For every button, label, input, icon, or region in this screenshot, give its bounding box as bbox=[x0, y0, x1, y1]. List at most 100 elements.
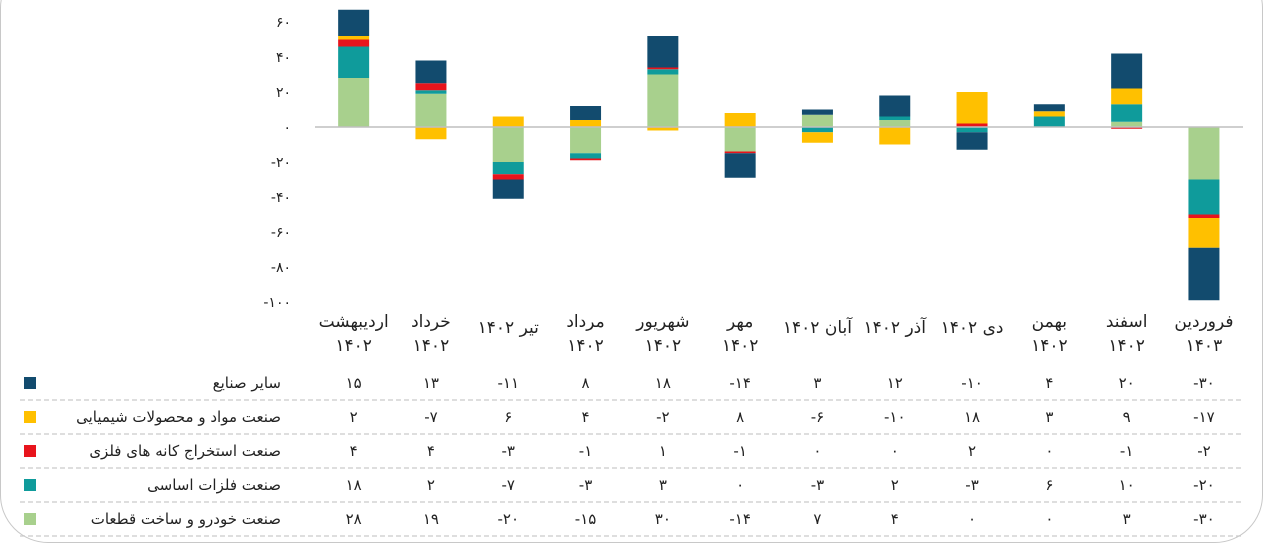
bar-segment bbox=[724, 127, 756, 152]
data-label: ۲ bbox=[350, 408, 358, 426]
y-tick-label: ۲۰ bbox=[276, 85, 291, 101]
bar-segment bbox=[801, 127, 833, 133]
data-label: -۲ bbox=[1197, 442, 1210, 460]
bar-segment bbox=[724, 151, 756, 154]
data-label: -۷ bbox=[424, 408, 437, 426]
y-tick-label: -۴۰ bbox=[271, 190, 291, 206]
bar-segment bbox=[492, 116, 524, 127]
category-label: مهر ۱۴۰۲ bbox=[722, 312, 759, 356]
legend-swatch bbox=[24, 377, 36, 389]
legend-swatch bbox=[24, 411, 36, 423]
data-label: ۴ bbox=[427, 442, 435, 460]
data-label: ۰ bbox=[813, 442, 821, 460]
data-label: ۳ bbox=[813, 374, 821, 392]
bar-segment bbox=[956, 92, 988, 124]
bar-segment bbox=[801, 132, 833, 143]
bar-segment bbox=[1188, 247, 1220, 301]
category-label: اسفند ۱۴۰۲ bbox=[1106, 312, 1148, 356]
legend-swatch bbox=[24, 445, 36, 457]
y-tick-label: -۸۰ bbox=[271, 260, 291, 276]
data-label: -۳ bbox=[965, 476, 978, 494]
data-label: ۶ bbox=[1045, 476, 1053, 494]
data-label: ۶ bbox=[504, 408, 512, 426]
bar-segment bbox=[647, 36, 679, 68]
data-label: ۱۸ bbox=[346, 476, 362, 494]
data-label: -۳۰ bbox=[1193, 510, 1215, 528]
bar-segment bbox=[1188, 218, 1220, 248]
data-label: ۳ bbox=[1045, 408, 1053, 426]
data-label: -۳ bbox=[579, 476, 592, 494]
data-label: -۱ bbox=[1120, 442, 1133, 460]
category-label: تیر ۱۴۰۲ bbox=[478, 318, 539, 338]
bar-segment bbox=[1033, 111, 1065, 117]
data-label: -۳ bbox=[811, 476, 824, 494]
y-axis: ۶۰ ۴۰ ۲۰ ۰ -۲۰ -۴۰ -۶۰ -۸۰ -۱۰۰ bbox=[263, 15, 291, 311]
bars bbox=[338, 9, 1220, 301]
bar-segment bbox=[879, 127, 911, 145]
bar-segment bbox=[1033, 116, 1065, 127]
data-label: -۱۱ bbox=[497, 374, 519, 392]
data-label: ۰ bbox=[968, 510, 976, 528]
category-label: دی ۱۴۰۲ bbox=[941, 318, 1004, 338]
bar-segment bbox=[492, 174, 524, 180]
data-label: -۱ bbox=[733, 442, 746, 460]
data-label: ۲۸ bbox=[346, 510, 362, 528]
legend-label: صنعت فلزات اساسی bbox=[147, 476, 281, 494]
legend-label: صنعت مواد و محصولات شیمیایی bbox=[76, 408, 281, 426]
data-label: ۸ bbox=[582, 374, 590, 392]
bar-segment bbox=[415, 90, 447, 94]
y-tick-label: ۰ bbox=[283, 120, 291, 136]
data-label: -۱۰ bbox=[961, 374, 983, 392]
bar-segment bbox=[647, 74, 679, 127]
bar-segment bbox=[1033, 104, 1065, 112]
bar-segment bbox=[956, 127, 988, 133]
data-table: سایر صنایع ۱۵ ۱۳ -۱۱ ۸ ۱۸ -۱۴ ۳ ۱۲ -۱۰ ۴ ۲۰ -۳۰صنعت … bbox=[20, 374, 1243, 537]
bar-segment bbox=[492, 179, 524, 199]
category-label: اردیبهشت ۱۴۰۲ bbox=[319, 312, 389, 356]
data-label: ۴ bbox=[1045, 374, 1053, 392]
data-label: ۲ bbox=[968, 442, 976, 460]
legend-swatch bbox=[24, 479, 36, 491]
data-label: ۳۰ bbox=[655, 510, 671, 528]
data-label: ۲ bbox=[891, 476, 899, 494]
bar-segment bbox=[570, 120, 602, 127]
data-label: ۴ bbox=[891, 510, 899, 528]
data-label: ۱۲ bbox=[887, 374, 903, 392]
data-label: -۲۰ bbox=[1193, 476, 1215, 494]
legend-swatch bbox=[24, 513, 36, 525]
bar-segment bbox=[801, 109, 833, 115]
data-label: -۷ bbox=[502, 476, 515, 494]
category-label: شهریور ۱۴۰۲ bbox=[635, 312, 689, 356]
data-label: ۱ bbox=[659, 442, 667, 460]
data-label: ۱۸ bbox=[655, 374, 671, 392]
data-label: ۳ bbox=[659, 476, 667, 494]
data-label: -۶ bbox=[811, 408, 824, 426]
bar-segment bbox=[801, 114, 833, 127]
bar-segment bbox=[724, 113, 756, 127]
data-label: -۱۰ bbox=[884, 408, 906, 426]
data-label: ۷ bbox=[813, 510, 821, 528]
data-label: ۱۹ bbox=[423, 510, 439, 528]
data-label: ۲ bbox=[427, 476, 435, 494]
bar-segment bbox=[570, 158, 602, 161]
category-labels: اردیبهشت ۱۴۰۲ خرداد ۱۴۰۲ تیر ۱۴۰۲ مرداد ۱۴۰۲ شه… bbox=[319, 312, 1234, 356]
bar-segment bbox=[415, 60, 447, 84]
bar-segment bbox=[1188, 179, 1220, 215]
data-label: -۱ bbox=[579, 442, 592, 460]
bar-segment bbox=[338, 36, 370, 40]
legend-label: صنعت استخراج کانه های فلزی bbox=[89, 442, 281, 461]
data-label: -۱۴ bbox=[729, 510, 751, 528]
data-label: ۹ bbox=[1123, 408, 1131, 426]
bar-segment bbox=[879, 95, 911, 117]
bar-segment bbox=[415, 83, 447, 91]
bar-segment bbox=[492, 127, 524, 162]
category-label: مرداد ۱۴۰۲ bbox=[566, 312, 604, 356]
bar-segment bbox=[1111, 53, 1143, 89]
data-label: ۰ bbox=[736, 476, 744, 494]
bar-segment bbox=[492, 162, 524, 175]
data-label: ۰ bbox=[1045, 510, 1053, 528]
data-label: -۲۰ bbox=[497, 510, 519, 528]
data-label: ۴ bbox=[582, 408, 590, 426]
